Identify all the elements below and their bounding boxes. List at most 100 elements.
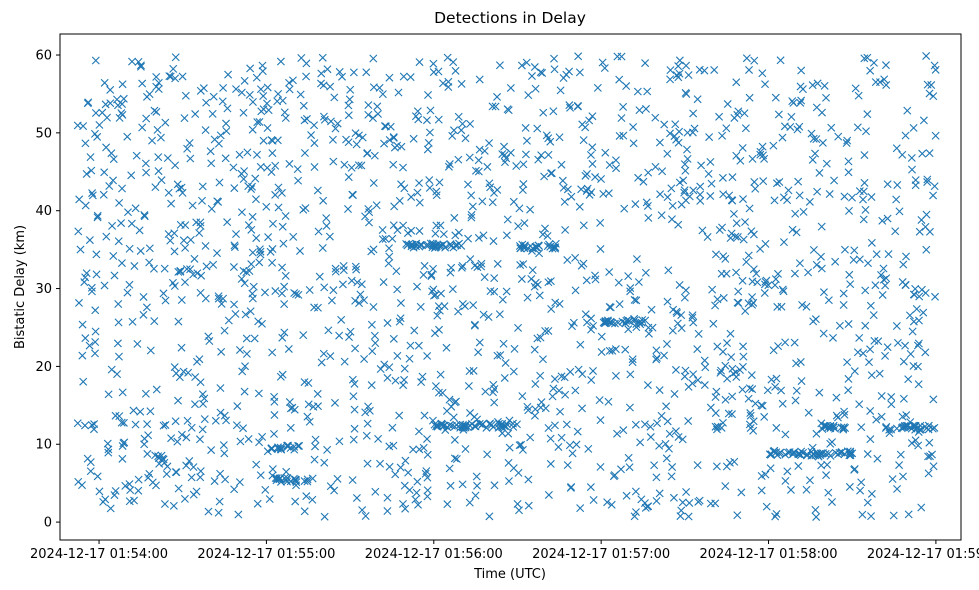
data-point <box>446 268 455 277</box>
data-point <box>136 407 145 416</box>
data-point <box>376 459 385 468</box>
data-point <box>234 510 243 519</box>
data-point <box>531 278 540 287</box>
data-point <box>185 138 194 147</box>
data-point <box>216 408 225 417</box>
data-point <box>844 157 853 166</box>
data-point <box>505 443 514 452</box>
data-point <box>87 166 96 175</box>
data-point <box>530 411 539 420</box>
data-point <box>467 210 476 219</box>
data-point <box>88 191 97 200</box>
data-point <box>81 273 90 282</box>
data-point <box>140 440 149 449</box>
data-point <box>929 462 938 471</box>
data-point <box>75 195 84 204</box>
data-point <box>248 212 257 221</box>
data-point <box>677 506 686 515</box>
data-point <box>196 467 205 476</box>
data-point <box>230 243 239 252</box>
data-point <box>348 190 357 199</box>
data-point <box>483 162 492 171</box>
data-point <box>758 401 767 410</box>
data-point <box>899 260 908 269</box>
data-point <box>698 226 707 235</box>
data-point <box>330 93 339 102</box>
data-point <box>160 500 169 509</box>
data-point <box>544 278 553 287</box>
data-point <box>268 149 277 158</box>
data-point <box>517 440 526 449</box>
data-point <box>285 398 294 407</box>
data-point <box>104 448 113 457</box>
data-point <box>248 248 257 257</box>
data-point <box>626 370 635 379</box>
data-point <box>191 373 200 382</box>
data-point <box>775 449 784 458</box>
data-point <box>727 353 736 362</box>
data-point <box>826 451 835 460</box>
data-point <box>411 239 420 248</box>
data-point <box>919 116 928 125</box>
data-point <box>256 471 265 480</box>
data-point <box>152 107 161 116</box>
data-point <box>665 429 674 438</box>
data-point <box>605 346 614 355</box>
data-point <box>574 52 583 61</box>
data-point <box>712 387 721 396</box>
data-point <box>893 181 902 189</box>
data-point <box>918 149 927 158</box>
data-point <box>845 482 854 491</box>
data-point <box>762 502 771 511</box>
data-point <box>232 85 241 94</box>
data-point <box>330 398 339 407</box>
data-point <box>805 197 814 206</box>
data-point <box>795 191 804 200</box>
data-point <box>781 450 790 459</box>
data-point <box>726 329 735 338</box>
data-point <box>663 297 672 306</box>
data-point <box>593 83 602 92</box>
data-point <box>286 404 295 413</box>
data-point <box>901 131 910 140</box>
data-point <box>292 476 301 485</box>
data-point <box>451 231 460 240</box>
data-point <box>107 149 116 158</box>
data-point <box>109 155 118 164</box>
data-point <box>711 409 720 418</box>
data-point <box>856 486 865 495</box>
data-point <box>619 426 628 435</box>
data-point <box>635 106 644 115</box>
data-point <box>792 386 801 395</box>
data-point <box>689 186 698 195</box>
data-point <box>850 464 859 473</box>
data-point <box>244 434 253 443</box>
data-point <box>331 264 340 273</box>
data-point <box>268 136 277 145</box>
data-point <box>310 455 319 464</box>
data-point <box>675 178 684 187</box>
data-point <box>537 151 546 160</box>
data-point <box>515 204 524 213</box>
data-point <box>911 436 920 445</box>
data-point <box>667 184 676 193</box>
data-point <box>283 474 292 482</box>
data-point <box>632 255 641 264</box>
data-point <box>539 108 548 117</box>
data-point <box>684 382 693 391</box>
data-point <box>246 64 255 73</box>
data-point <box>924 452 933 461</box>
data-point <box>493 351 502 360</box>
data-point <box>141 389 150 398</box>
data-point <box>86 153 95 162</box>
data-point <box>475 75 484 84</box>
data-point <box>109 176 118 185</box>
data-point <box>348 375 357 384</box>
data-point <box>270 429 278 438</box>
data-point <box>393 285 402 294</box>
data-point <box>866 435 875 444</box>
data-point <box>237 88 246 97</box>
data-point <box>930 182 939 191</box>
data-point <box>625 463 634 472</box>
data-point <box>413 282 422 291</box>
